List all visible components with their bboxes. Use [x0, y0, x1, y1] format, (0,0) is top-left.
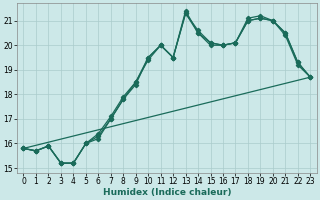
- X-axis label: Humidex (Indice chaleur): Humidex (Indice chaleur): [103, 188, 231, 197]
